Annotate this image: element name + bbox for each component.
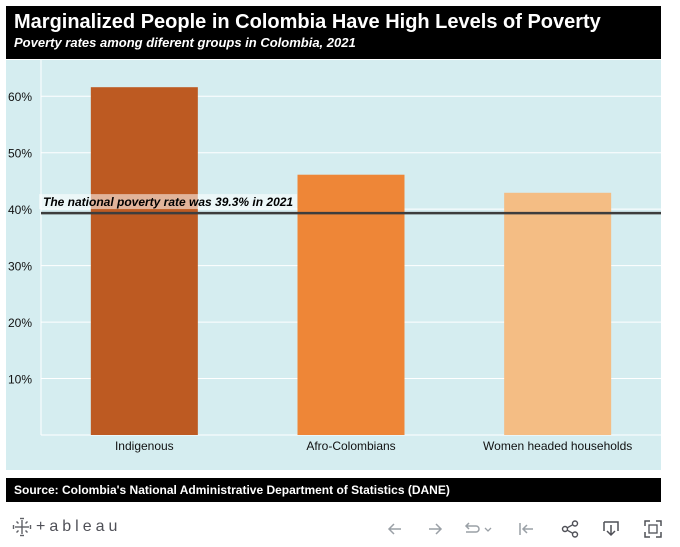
y-tick-label: 50%	[8, 147, 32, 161]
tableau-toolbar: +ableau	[0, 510, 680, 547]
tableau-logo[interactable]: +ableau	[12, 517, 121, 537]
arrow-right-icon	[429, 523, 443, 535]
chart-subtitle: Poverty rates among diferent groups in C…	[14, 35, 356, 50]
revert-button[interactable]	[462, 519, 494, 539]
x-tick-label: Afro-Colombians	[306, 439, 395, 453]
tableau-logo-icon	[12, 517, 32, 537]
chart-title: Marginalized People in Colombia Have Hig…	[14, 11, 601, 33]
reference-line-label: The national poverty rate was 39.3% in 2…	[43, 195, 293, 209]
bar-afro-colombians	[297, 174, 405, 435]
bar-women-headed-households	[504, 192, 612, 435]
share-button[interactable]	[560, 519, 580, 539]
y-tick-label: 60%	[8, 90, 32, 104]
y-tick-label: 20%	[8, 316, 32, 330]
share-icon	[561, 520, 579, 538]
source-note: Source: Colombia's National Administrati…	[6, 478, 661, 502]
redo-button[interactable]	[425, 519, 445, 539]
reference-label-background	[39, 194, 298, 210]
reset-button[interactable]	[516, 519, 536, 539]
reset-icon	[519, 523, 533, 535]
y-tick-label: 40%	[8, 203, 32, 217]
download-icon	[603, 521, 619, 537]
fullscreen-icon	[644, 520, 662, 538]
fullscreen-button[interactable]	[643, 519, 663, 539]
download-button[interactable]	[601, 519, 621, 539]
x-tick-label: Women headed households	[483, 439, 632, 453]
chart-area: 10% 20% 30% 40% 50% 60% Indigenous Afro-Colombi…	[6, 60, 661, 470]
tableau-wordmark: +ableau	[36, 518, 122, 535]
revert-icon	[464, 522, 492, 533]
y-tick-label: 30%	[8, 260, 32, 274]
undo-button[interactable]	[385, 519, 405, 539]
y-tick-label: 10%	[8, 373, 32, 387]
bar-chart: 10% 20% 30% 40% 50% 60% Indigenous Afro-Colombi…	[6, 60, 661, 470]
bar-indigenous	[90, 87, 198, 435]
x-tick-label: Indigenous	[115, 439, 174, 453]
arrow-left-icon	[387, 523, 401, 535]
chart-header: Marginalized People in Colombia Have Hig…	[6, 6, 661, 59]
